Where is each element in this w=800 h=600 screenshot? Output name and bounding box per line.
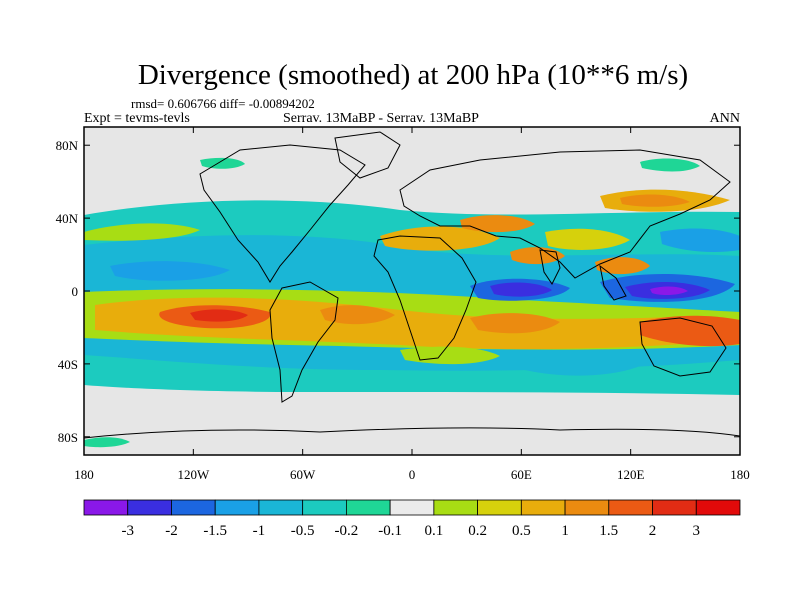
stats-label: rmsd= 0.606766 diff= -0.00894202 bbox=[131, 96, 315, 111]
y-tick-label-3: 40S bbox=[58, 357, 78, 372]
x-tick-label-2: 60W bbox=[290, 467, 316, 482]
season-label: ANN bbox=[710, 111, 740, 126]
colorbar: -3 -2 -1.5 -1 -0.5 -0.2 -0.1 0.1 0.2 0.5 1 1.5 2 3 bbox=[83, 499, 741, 539]
colorbar-label-6: -0.1 bbox=[378, 523, 402, 539]
colorbar-label-13: 3 bbox=[693, 523, 701, 539]
colorbar-swatch-4 bbox=[258, 499, 304, 516]
contour-south-pacific-max bbox=[640, 315, 740, 347]
x-tick-label-3: 0 bbox=[409, 467, 416, 482]
colorbar-label-12: 2 bbox=[649, 523, 657, 539]
coastlines bbox=[84, 131, 752, 439]
contour-east-pacific-core bbox=[190, 309, 248, 322]
colorbar-label-11: 1.5 bbox=[599, 523, 618, 539]
colorbar-swatch-8 bbox=[433, 499, 479, 516]
y-tick-label-4: 80S bbox=[58, 430, 78, 445]
colorbar-swatch-11 bbox=[564, 499, 610, 516]
x-tick-label-4: 60E bbox=[511, 467, 532, 482]
colorbar-swatch-10 bbox=[520, 499, 566, 516]
contour-field bbox=[84, 157, 740, 448]
coastline-south-america bbox=[269, 281, 339, 403]
colorbar-swatch-5 bbox=[302, 499, 347, 516]
chart-title: Divergence (smoothed) at 200 hPa (10**6 … bbox=[138, 59, 688, 91]
colorbar-label-8: 0.2 bbox=[468, 523, 487, 539]
contour-pacific-min-center bbox=[650, 286, 688, 296]
colorbar-swatch-3 bbox=[214, 499, 260, 516]
contour-nw-pacific-core bbox=[620, 194, 690, 207]
contour-india-yellow bbox=[545, 228, 630, 250]
coastline-southeast-asia bbox=[599, 264, 627, 301]
contour-antarctic-cyan bbox=[84, 437, 130, 448]
colorbar-label-5: -0.2 bbox=[335, 523, 359, 539]
colorbar-label-10: 1 bbox=[561, 523, 569, 539]
coastline-greenland bbox=[334, 131, 401, 179]
contour-mediterranean-orange bbox=[460, 215, 535, 233]
colorbar-swatch-14 bbox=[695, 499, 741, 516]
y-tick-label-1: 40N bbox=[56, 211, 79, 226]
contour-east-asia-orange bbox=[595, 257, 650, 275]
contour-atlantic-max bbox=[320, 305, 395, 325]
y-axis: 80N 40N 0 40S 80S bbox=[56, 138, 740, 445]
contour-east-pacific-teal bbox=[660, 228, 740, 252]
colorbar-label-3: -1 bbox=[253, 523, 266, 539]
contour-south-indian-max bbox=[470, 313, 560, 334]
colorbar-swatch-6 bbox=[345, 499, 391, 516]
colorbar-swatch-12 bbox=[608, 499, 653, 516]
coastline-india bbox=[539, 249, 561, 285]
colorbar-label-1: -2 bbox=[165, 523, 178, 539]
x-axis: 180 120W 60W 0 60E 120E 180 bbox=[74, 127, 750, 482]
coastline-antarctica bbox=[84, 427, 740, 439]
coastline-australia bbox=[639, 317, 727, 377]
colorbar-label-0: -3 bbox=[121, 523, 134, 539]
x-tick-label-5: 120E bbox=[617, 467, 645, 482]
colorbar-swatch-13 bbox=[652, 499, 697, 516]
colorbar-swatch-7 bbox=[389, 499, 435, 516]
x-tick-label-1: 120W bbox=[177, 467, 210, 482]
colorbar-swatch-2 bbox=[171, 499, 216, 516]
case-label: Serrav. 13MaBP - Serrav. 13MaBP bbox=[283, 111, 479, 126]
colorbar-label-4: -0.5 bbox=[291, 523, 315, 539]
contour-southern-ocean-cyan bbox=[150, 368, 290, 387]
y-tick-label-0: 80N bbox=[56, 138, 79, 153]
experiment-label: Expt = tevms-tevls bbox=[84, 111, 190, 126]
coastline-eurasia bbox=[399, 149, 731, 279]
contour-north-pacific-blue bbox=[110, 261, 230, 281]
y-tick-label-2: 0 bbox=[72, 284, 79, 299]
x-tick-label-6: 180 bbox=[730, 467, 750, 482]
colorbar-label-7: 0.1 bbox=[424, 523, 443, 539]
coastline-north-america bbox=[199, 144, 366, 283]
colorbar-swatch-1 bbox=[127, 499, 172, 516]
x-tick-label-0: 180 bbox=[74, 467, 94, 482]
colorbar-label-2: -1.5 bbox=[203, 523, 227, 539]
contour-south-indian-teal bbox=[520, 355, 640, 376]
contour-indian-min-core bbox=[490, 282, 552, 297]
colorbar-swatch-9 bbox=[477, 499, 522, 516]
contour-arctic-green bbox=[200, 157, 245, 169]
contour-north-pacific-green bbox=[84, 223, 200, 241]
colorbar-label-9: 0.5 bbox=[512, 523, 531, 539]
colorbar-swatch-0 bbox=[83, 499, 129, 516]
coastline-new-zealand bbox=[748, 372, 752, 392]
contour-arctic-green-east bbox=[640, 158, 700, 172]
coastline-africa bbox=[373, 235, 477, 361]
map-panel bbox=[83, 126, 752, 456]
